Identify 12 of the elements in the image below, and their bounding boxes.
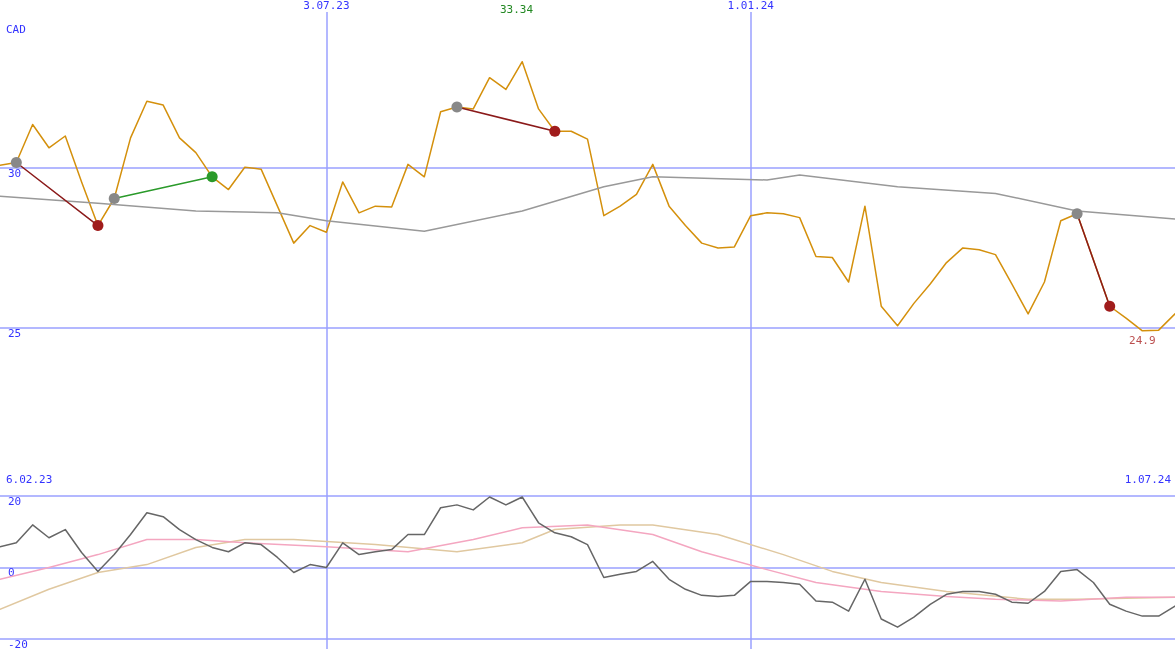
y-tick-label: -20 <box>8 638 28 650</box>
y-axis-title: CAD <box>6 23 26 36</box>
x-tick-label: 3.07.23 <box>303 0 350 12</box>
annotation: 24.9 <box>1129 333 1156 347</box>
y-tick-label: 0 <box>8 566 15 580</box>
y-tick-label: 25 <box>8 326 22 340</box>
x-tick-label: 1.01.24 <box>727 0 775 12</box>
annotation: 1.07.24 <box>1124 473 1172 486</box>
y-tick-label: 30 <box>8 167 22 181</box>
y-tick-label: 20 <box>8 494 22 508</box>
annotation: 6.02.23 <box>6 473 53 486</box>
annotation: 33.34 <box>500 3 534 16</box>
